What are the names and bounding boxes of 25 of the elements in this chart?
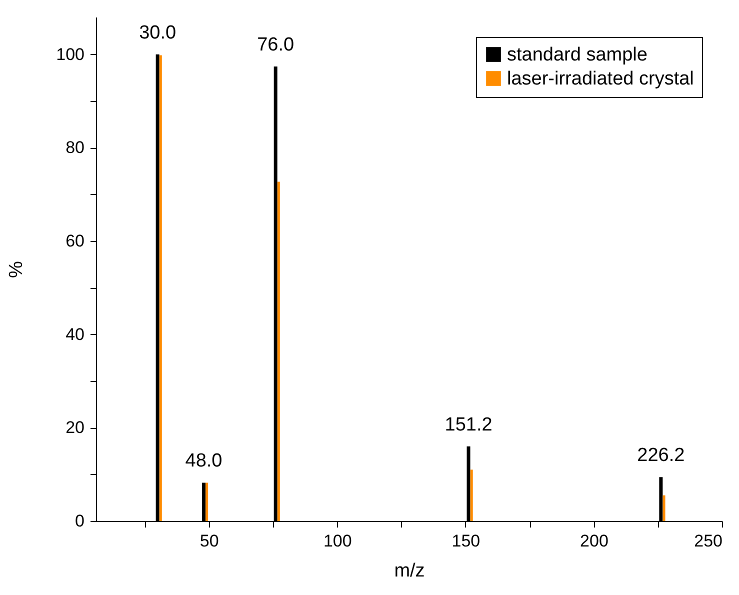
y-tick-label: 20	[66, 418, 84, 438]
x-tick-label: 50	[200, 532, 219, 550]
bar	[662, 495, 666, 521]
annotation: 226.2	[637, 445, 685, 466]
x-tick-label: 100	[323, 532, 352, 550]
y-tick-label: 80	[66, 138, 84, 158]
y-axis-title: %	[6, 260, 28, 278]
annotation: 30.0	[139, 22, 176, 44]
annotation: 76.0	[257, 34, 294, 56]
y-tick-label: 60	[66, 232, 84, 250]
x-tick-label: 250	[694, 532, 722, 550]
annotation: 48.0	[185, 450, 222, 472]
bar	[277, 182, 280, 521]
bar	[206, 482, 208, 521]
x-tick-label: 200	[580, 532, 608, 550]
legend-label: laser-irradiated crystal	[507, 68, 694, 90]
y-tick-label: 0	[75, 512, 84, 530]
x-axis-title: m/z	[394, 560, 425, 582]
y-tick-label: 40	[66, 324, 84, 344]
x-tick-label: 150	[452, 532, 480, 550]
bar	[470, 470, 473, 521]
annotation: 151.2	[444, 414, 492, 436]
y-tick-label: 100	[56, 44, 84, 64]
bar	[159, 55, 162, 521]
legend-label: standard sample	[507, 44, 648, 66]
